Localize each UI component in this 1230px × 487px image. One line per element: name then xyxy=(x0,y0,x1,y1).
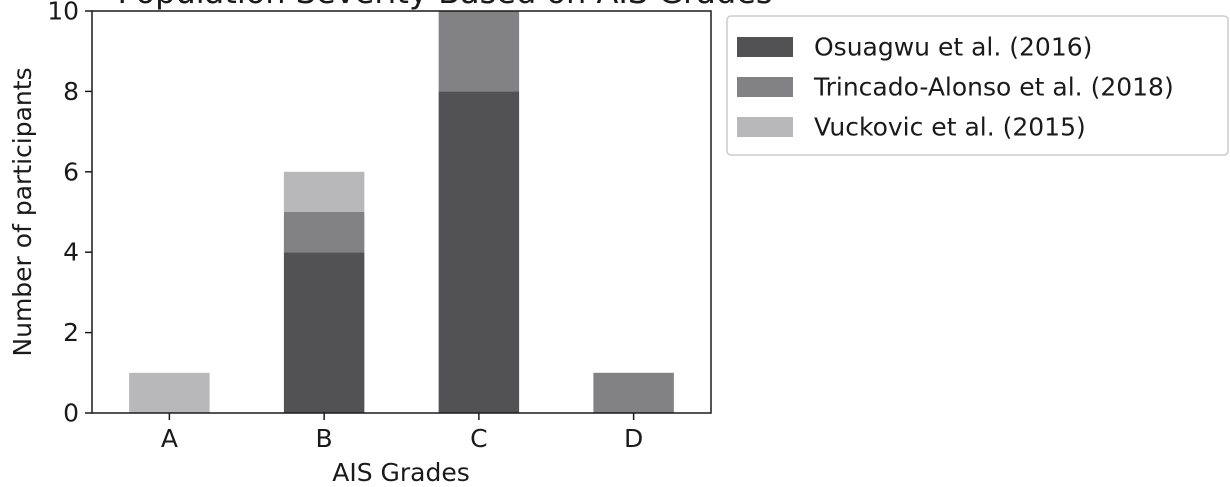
legend-label-2: Trincado-Alonso et al. (2018) xyxy=(813,73,1174,102)
legend-frame xyxy=(726,15,1229,156)
bars-group xyxy=(129,11,674,414)
y-tick-label: 0 xyxy=(63,399,79,428)
plot-area-frame xyxy=(91,10,712,414)
chart-title: Population Severity Based on AIS Grades xyxy=(117,0,772,11)
y-tick-label: 2 xyxy=(63,318,79,347)
bar-c-series-2 xyxy=(438,11,520,92)
y-tick-label: 4 xyxy=(63,238,79,267)
x-tick-label-d: D xyxy=(624,424,643,453)
x-tick-label-a: A xyxy=(161,424,178,453)
x-axis: A B C D xyxy=(161,413,643,453)
bar-d-series-2 xyxy=(593,372,674,413)
y-axis-label: Number of participants xyxy=(8,67,37,356)
bar-a-series-3 xyxy=(129,372,210,413)
legend-swatch-2 xyxy=(737,77,793,97)
bar-c-series-1 xyxy=(438,91,520,414)
bar-b-series-2 xyxy=(283,212,365,253)
x-tick-label-b: B xyxy=(316,424,333,453)
bar-b-series-1 xyxy=(283,252,365,413)
y-tick-label: 6 xyxy=(63,157,79,186)
y-tick-label: 8 xyxy=(63,77,79,106)
x-axis-label: AIS Grades xyxy=(332,458,470,487)
legend-swatch-1 xyxy=(737,37,793,57)
y-axis: 0 2 4 6 8 10 xyxy=(47,0,92,428)
legend-label-3: Vuckovic et al. (2015) xyxy=(814,113,1086,142)
y-tick-label: 10 xyxy=(47,0,79,26)
legend-label-1: Osuagwu et al. (2016) xyxy=(814,33,1092,62)
x-tick-label-c: C xyxy=(470,424,487,453)
legend: Osuagwu et al. (2016) Trincado-Alonso et … xyxy=(726,15,1229,156)
bar-b-series-3 xyxy=(283,171,365,212)
legend-swatch-3 xyxy=(737,117,793,137)
